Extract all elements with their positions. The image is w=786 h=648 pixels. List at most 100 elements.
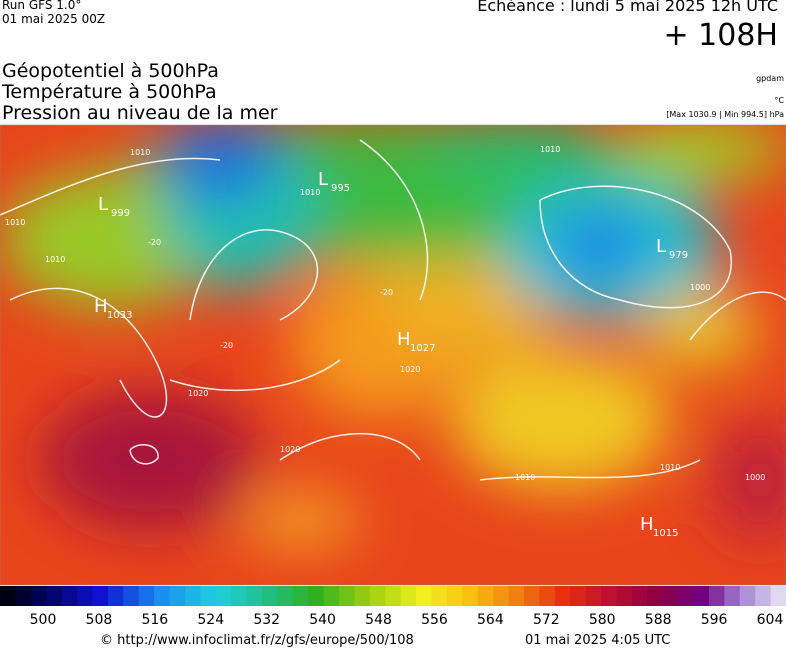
isobar-label: 1020 — [400, 365, 420, 374]
isobar-label: 1010 — [300, 188, 320, 197]
colorbar-swatch — [755, 586, 772, 606]
colorbar-tick: 508 — [86, 612, 113, 628]
colorbar-swatch — [385, 586, 402, 606]
centre-value: 979 — [669, 250, 688, 261]
isobar-label: 1010 — [515, 473, 535, 482]
colorbar-swatch — [585, 586, 602, 606]
colorbar-tick: 572 — [533, 612, 560, 628]
colorbar-swatch — [107, 586, 124, 606]
colorbar-swatch — [369, 586, 386, 606]
colorbar-swatch — [493, 586, 510, 606]
colorbar-swatch — [601, 586, 617, 606]
colorbar-tick: 548 — [365, 612, 392, 628]
centre-symbol: H — [94, 296, 108, 317]
centre-symbol: H — [640, 514, 654, 535]
colorbar-tick: 556 — [421, 612, 448, 628]
centre-symbol: L — [318, 169, 328, 190]
colorbar-tick: 540 — [309, 612, 336, 628]
colorbar-swatch — [554, 586, 571, 606]
colorbar-swatch — [770, 586, 786, 606]
colorbar-swatch — [416, 586, 433, 606]
colorbar-swatch — [446, 586, 463, 606]
colorbar-swatch — [354, 586, 371, 606]
colorbar-swatch — [262, 586, 278, 606]
colorbar-swatch — [678, 586, 695, 606]
unit-1: gpdam — [756, 74, 784, 83]
unit-2: °C — [774, 96, 784, 105]
centre-symbol: L — [656, 236, 666, 257]
colorbar-swatch — [15, 586, 32, 606]
colorbar-tick: 604 — [757, 612, 784, 628]
colorbar-swatch — [508, 586, 525, 606]
colorbar-swatch — [524, 586, 540, 606]
colorbar-swatch — [431, 586, 448, 606]
run: Run GFS 1.0° — [2, 0, 82, 12]
isobar-label: 1010 — [540, 145, 560, 154]
colorbar-swatch — [138, 586, 155, 606]
colorbar-swatch — [154, 586, 171, 606]
colorbar-tick: 500 — [30, 612, 57, 628]
field — [0, 125, 786, 585]
colorbar-swatch — [0, 586, 16, 606]
colorbar-swatch — [61, 586, 78, 606]
colorbar-swatch — [539, 586, 556, 606]
centre-value: 1015 — [653, 528, 678, 539]
isobar-label: -20 — [148, 238, 161, 247]
colorbar-swatch — [400, 586, 417, 606]
colorbar-swatch — [647, 586, 664, 606]
colorbar-swatch — [246, 586, 263, 606]
colorbar-tick: 580 — [589, 612, 616, 628]
colorbar-swatch — [323, 586, 340, 606]
colorbar-tick: 564 — [477, 612, 504, 628]
colorbar-swatch — [462, 586, 479, 606]
colorbar-swatch — [30, 586, 47, 606]
colorbar-swatch — [169, 586, 186, 606]
isobar-label: 1020 — [188, 389, 208, 398]
colorbar-swatch — [662, 586, 679, 606]
colorbar-swatch — [92, 586, 109, 606]
footer-url: © http://www.infoclimat.fr/z/gfs/europe/… — [100, 633, 414, 648]
isobar-label: 1010 — [660, 463, 680, 472]
isobar-label: -20 — [220, 341, 233, 350]
colorbar-tick: 596 — [701, 612, 728, 628]
colorbar-swatch — [292, 586, 309, 606]
colorbar-swatch — [708, 586, 725, 606]
isobar-label: 1010 — [45, 255, 65, 264]
centre-value: 995 — [331, 183, 350, 194]
colorbar-tick: 532 — [253, 612, 280, 628]
colorbar-swatch — [123, 586, 140, 606]
lead-time: + 108H — [663, 18, 779, 53]
centre-value: 1033 — [107, 310, 132, 321]
centre-value: 999 — [111, 208, 130, 219]
footer-date: 01 mai 2025 4:05 UTC — [525, 633, 671, 648]
colorbar-swatch — [693, 586, 710, 606]
colorbar-swatch — [215, 586, 232, 606]
centre-symbol: L — [98, 194, 108, 215]
isobar-label: -20 — [380, 288, 393, 297]
colorbar-swatch — [231, 586, 248, 606]
centre-value: 1027 — [410, 343, 435, 354]
colorbar-swatch — [724, 586, 741, 606]
colorbar-swatch — [200, 586, 217, 606]
title-2: Température à 500hPa — [2, 81, 217, 103]
colorbar-tick: 516 — [141, 612, 168, 628]
colorbar-swatch — [277, 586, 294, 606]
colorbar-swatch — [631, 586, 648, 606]
colorbar-swatch — [46, 586, 63, 606]
colorbar-swatch — [184, 586, 201, 606]
colorbar-swatch — [616, 586, 633, 606]
colorbar-swatch — [308, 586, 325, 606]
colorbar-swatch — [739, 586, 756, 606]
colorbar-swatch — [77, 586, 93, 606]
colorbar-tick: 524 — [197, 612, 224, 628]
isobar-label: 1020 — [280, 445, 300, 454]
isobar-label: 1000 — [690, 283, 710, 292]
centre-symbol: H — [397, 329, 411, 350]
colorbar-swatch — [339, 586, 355, 606]
colorbar-swatch — [570, 586, 587, 606]
isobar-label: 1010 — [5, 218, 25, 227]
isobar-label: 1010 — [130, 148, 150, 157]
isobar-label: 1000 — [745, 473, 765, 482]
